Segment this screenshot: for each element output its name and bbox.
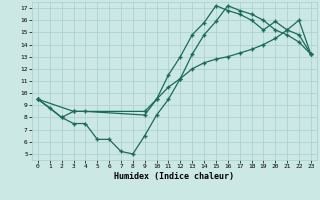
X-axis label: Humidex (Indice chaleur): Humidex (Indice chaleur) bbox=[115, 172, 234, 181]
